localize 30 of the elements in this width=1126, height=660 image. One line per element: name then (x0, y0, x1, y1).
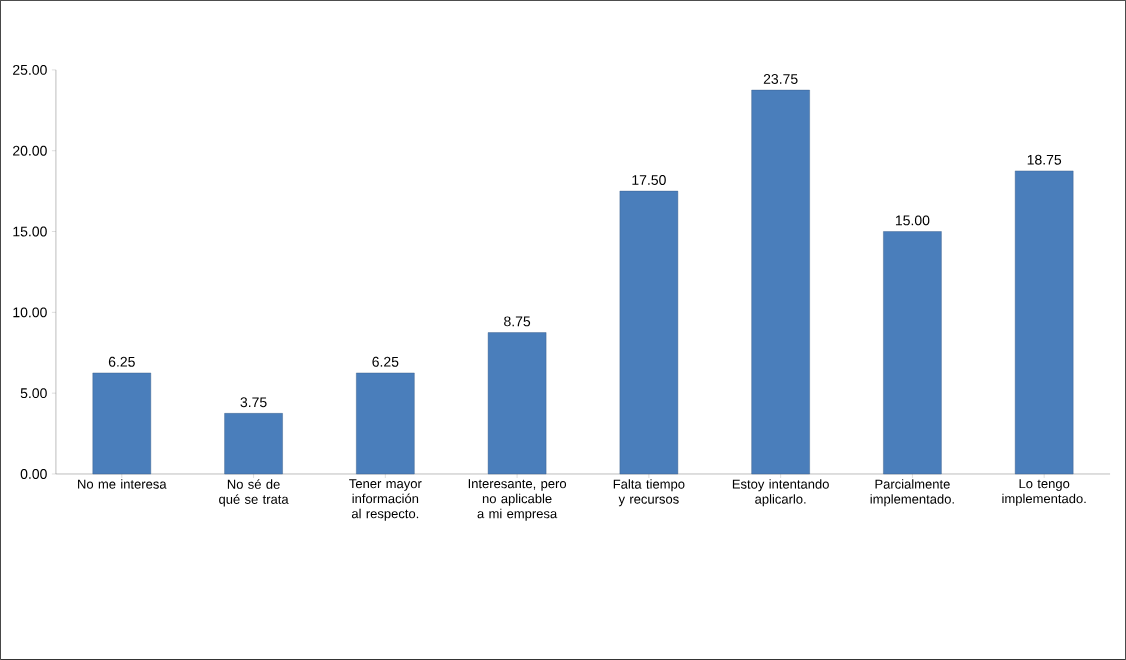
y-tick-label: 5.00 (20, 388, 47, 399)
x-tick-label: Lo tengo implementado. (1002, 479, 1086, 506)
data-label: 15.00 (895, 215, 930, 226)
data-label: 17.50 (632, 175, 666, 185)
y-tick-label: 20.00 (13, 145, 47, 156)
bar (224, 413, 283, 475)
data-label: 6.25 (372, 356, 399, 367)
bar (356, 372, 415, 475)
x-tick-label: Interesante, pero no aplicable a mi empresa (468, 479, 567, 521)
bar (487, 332, 547, 475)
x-tick-label: Falta tiempo y recursos (613, 479, 685, 507)
data-label: 6.25 (108, 356, 135, 367)
bar (751, 89, 810, 475)
data-label: 18.75 (1027, 154, 1062, 165)
y-tick-label: 10.00 (13, 307, 47, 318)
x-tick-label: Parcialmente implementado. (870, 479, 954, 507)
x-tick-label: Estoy intentando aplicarlo. (732, 479, 829, 507)
y-tick-label: 25.00 (13, 64, 47, 75)
bar (619, 190, 679, 475)
data-label: 3.75 (240, 397, 267, 408)
bar (92, 372, 152, 475)
x-tick-label: Tener mayor información al respecto. (349, 479, 422, 521)
y-tick-label: 0.00 (20, 469, 47, 479)
y-tick-label: 15.00 (13, 226, 47, 237)
data-label: 8.75 (504, 316, 531, 327)
x-tick-label: No me interesa (78, 479, 167, 489)
bar (883, 231, 942, 475)
bar (1014, 170, 1074, 475)
data-label: 23.75 (763, 74, 798, 84)
x-tick-label: No sé de qué se trata (219, 479, 289, 507)
